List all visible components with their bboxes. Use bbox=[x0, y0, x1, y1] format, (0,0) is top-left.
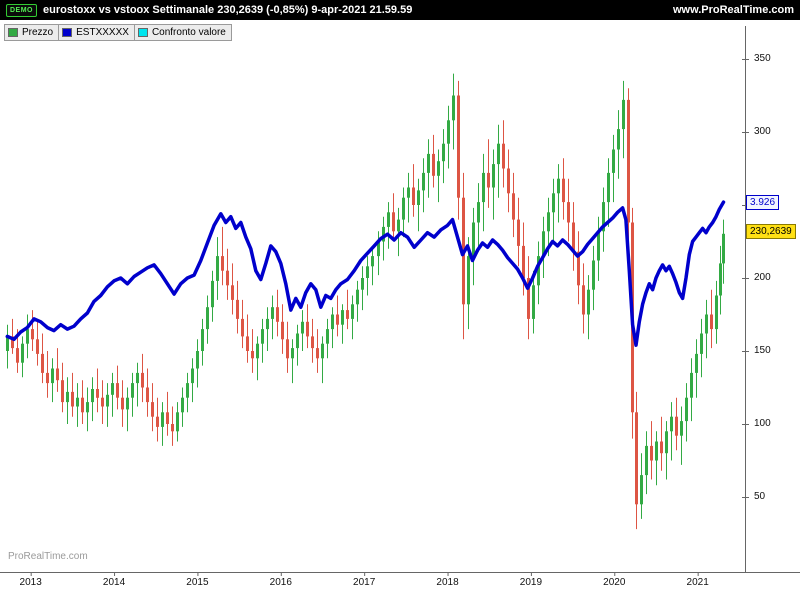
y-axis-label: 300 bbox=[754, 126, 771, 137]
x-axis-label: 2015 bbox=[186, 577, 209, 588]
title-bar: DEMO eurostoxx vs vstoox Settimanale 230… bbox=[0, 0, 800, 20]
legend: Prezzo ESTXXXXX Confronto valore bbox=[4, 24, 232, 41]
x-axis-label: 2016 bbox=[269, 577, 292, 588]
website-text: www.ProRealTime.com bbox=[672, 4, 794, 16]
demo-badge: DEMO bbox=[6, 3, 37, 17]
legend-item-prezzo[interactable]: Prezzo bbox=[4, 24, 60, 41]
legend-label-estxxxxx: ESTXXXXX bbox=[76, 27, 129, 38]
confronto-valore-color-swatch bbox=[137, 28, 148, 37]
y-axis-label: 200 bbox=[754, 272, 771, 283]
x-axis-label: 2014 bbox=[102, 577, 126, 588]
legend-item-confronto-valore[interactable]: Confronto valore bbox=[133, 24, 232, 41]
estxxxxx-color-swatch bbox=[62, 28, 73, 37]
x-axis-label: 2021 bbox=[686, 577, 709, 588]
legend-label-confronto-valore: Confronto valore bbox=[151, 27, 226, 38]
x-axis-label: 2020 bbox=[603, 577, 626, 588]
legend-label-prezzo: Prezzo bbox=[22, 27, 54, 38]
y-axis-label: 100 bbox=[754, 418, 771, 429]
y-axis-label: 150 bbox=[754, 345, 771, 356]
x-axis-label: 2013 bbox=[19, 577, 42, 588]
chart-title: eurostoxx vs vstoox Settimanale 230,2639… bbox=[43, 4, 413, 16]
candlestick-series-prezzo bbox=[6, 73, 725, 530]
price-tag-prezzo: 230,2639 bbox=[746, 224, 796, 240]
x-axis-label: 2017 bbox=[353, 577, 376, 588]
estxxxxx-line bbox=[5, 200, 726, 347]
x-axis-label: 2019 bbox=[519, 577, 543, 588]
y-axis-label: 350 bbox=[754, 53, 771, 64]
watermark: ProRealTime.com bbox=[8, 551, 88, 562]
prezzo-color-swatch bbox=[8, 28, 18, 37]
y-axis-label: 50 bbox=[754, 491, 766, 502]
price-tag-estxxxxx: 3.926 bbox=[746, 195, 780, 211]
x-axis-label: 2018 bbox=[436, 577, 459, 588]
legend-item-estxxxxx[interactable]: ESTXXXXX bbox=[58, 24, 135, 41]
